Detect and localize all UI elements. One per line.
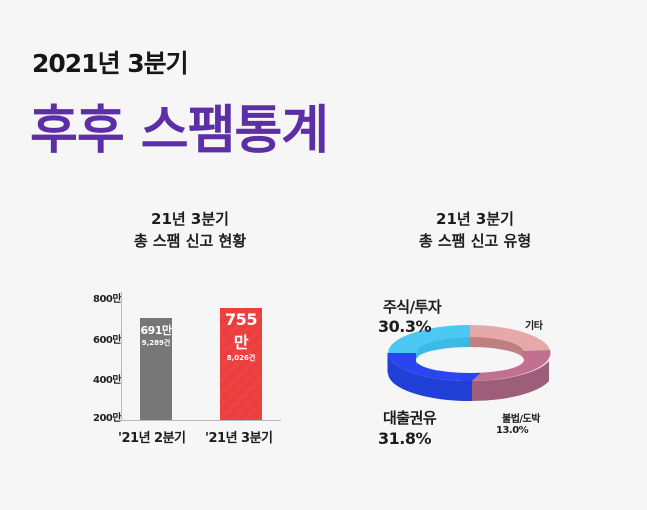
label-other-name: 기타 bbox=[525, 321, 543, 332]
bar-q3-value: 755만 bbox=[225, 310, 257, 352]
bar-chart-heading: 21년 3분기 총 스팸 신고 현황 bbox=[110, 208, 270, 252]
slice-stock bbox=[388, 325, 470, 353]
slice-other bbox=[470, 325, 550, 351]
page-title: 후후 스팸통계 bbox=[30, 101, 329, 161]
donut-chart-heading: 21년 3분기 총 스팸 신고 유형 bbox=[390, 208, 560, 252]
y-axis-line bbox=[121, 292, 122, 420]
donut-chart-heading-line2: 총 스팸 신고 유형 bbox=[418, 232, 532, 250]
donut-side-walls bbox=[387, 353, 549, 402]
bar-chart-heading-line1: 21년 3분기 bbox=[151, 210, 229, 228]
bar-q3: 755만 8,026건 bbox=[220, 308, 262, 420]
bar-q3-count: 8,026건 bbox=[226, 354, 256, 362]
bar-q2-count: 9,289건 bbox=[141, 339, 171, 347]
label-gambling-percent: 13.0% bbox=[496, 425, 529, 436]
y-tick-400: 400만 bbox=[93, 375, 122, 386]
label-loan-percent: 31.8% bbox=[378, 429, 432, 448]
bar-q2-value: 691만 bbox=[140, 324, 172, 337]
page-subtitle: 2021년 3분기 bbox=[32, 49, 189, 78]
y-tick-800: 800만 bbox=[93, 294, 122, 305]
donut-chart bbox=[387, 325, 551, 402]
y-tick-600: 600만 bbox=[93, 335, 122, 346]
donut-chart-heading-line1: 21년 3분기 bbox=[436, 210, 514, 228]
bar-chart-heading-line2: 총 스팸 신고 현황 bbox=[133, 232, 247, 250]
label-gambling-name: 불법/도박 bbox=[502, 414, 540, 425]
label-stock-name: 주식/투자 bbox=[383, 298, 442, 316]
y-tick-200: 200만 bbox=[93, 413, 122, 424]
x-label-q3: '21년 3분기 bbox=[205, 431, 273, 446]
bar-q2: 691만 9,289건 bbox=[140, 318, 172, 420]
label-stock-percent: 30.3% bbox=[378, 317, 432, 336]
x-axis-line bbox=[121, 420, 281, 421]
label-loan-name: 대출권유 bbox=[383, 409, 437, 427]
x-label-q2: '21년 2분기 bbox=[118, 431, 186, 446]
donut-hole bbox=[416, 347, 524, 373]
